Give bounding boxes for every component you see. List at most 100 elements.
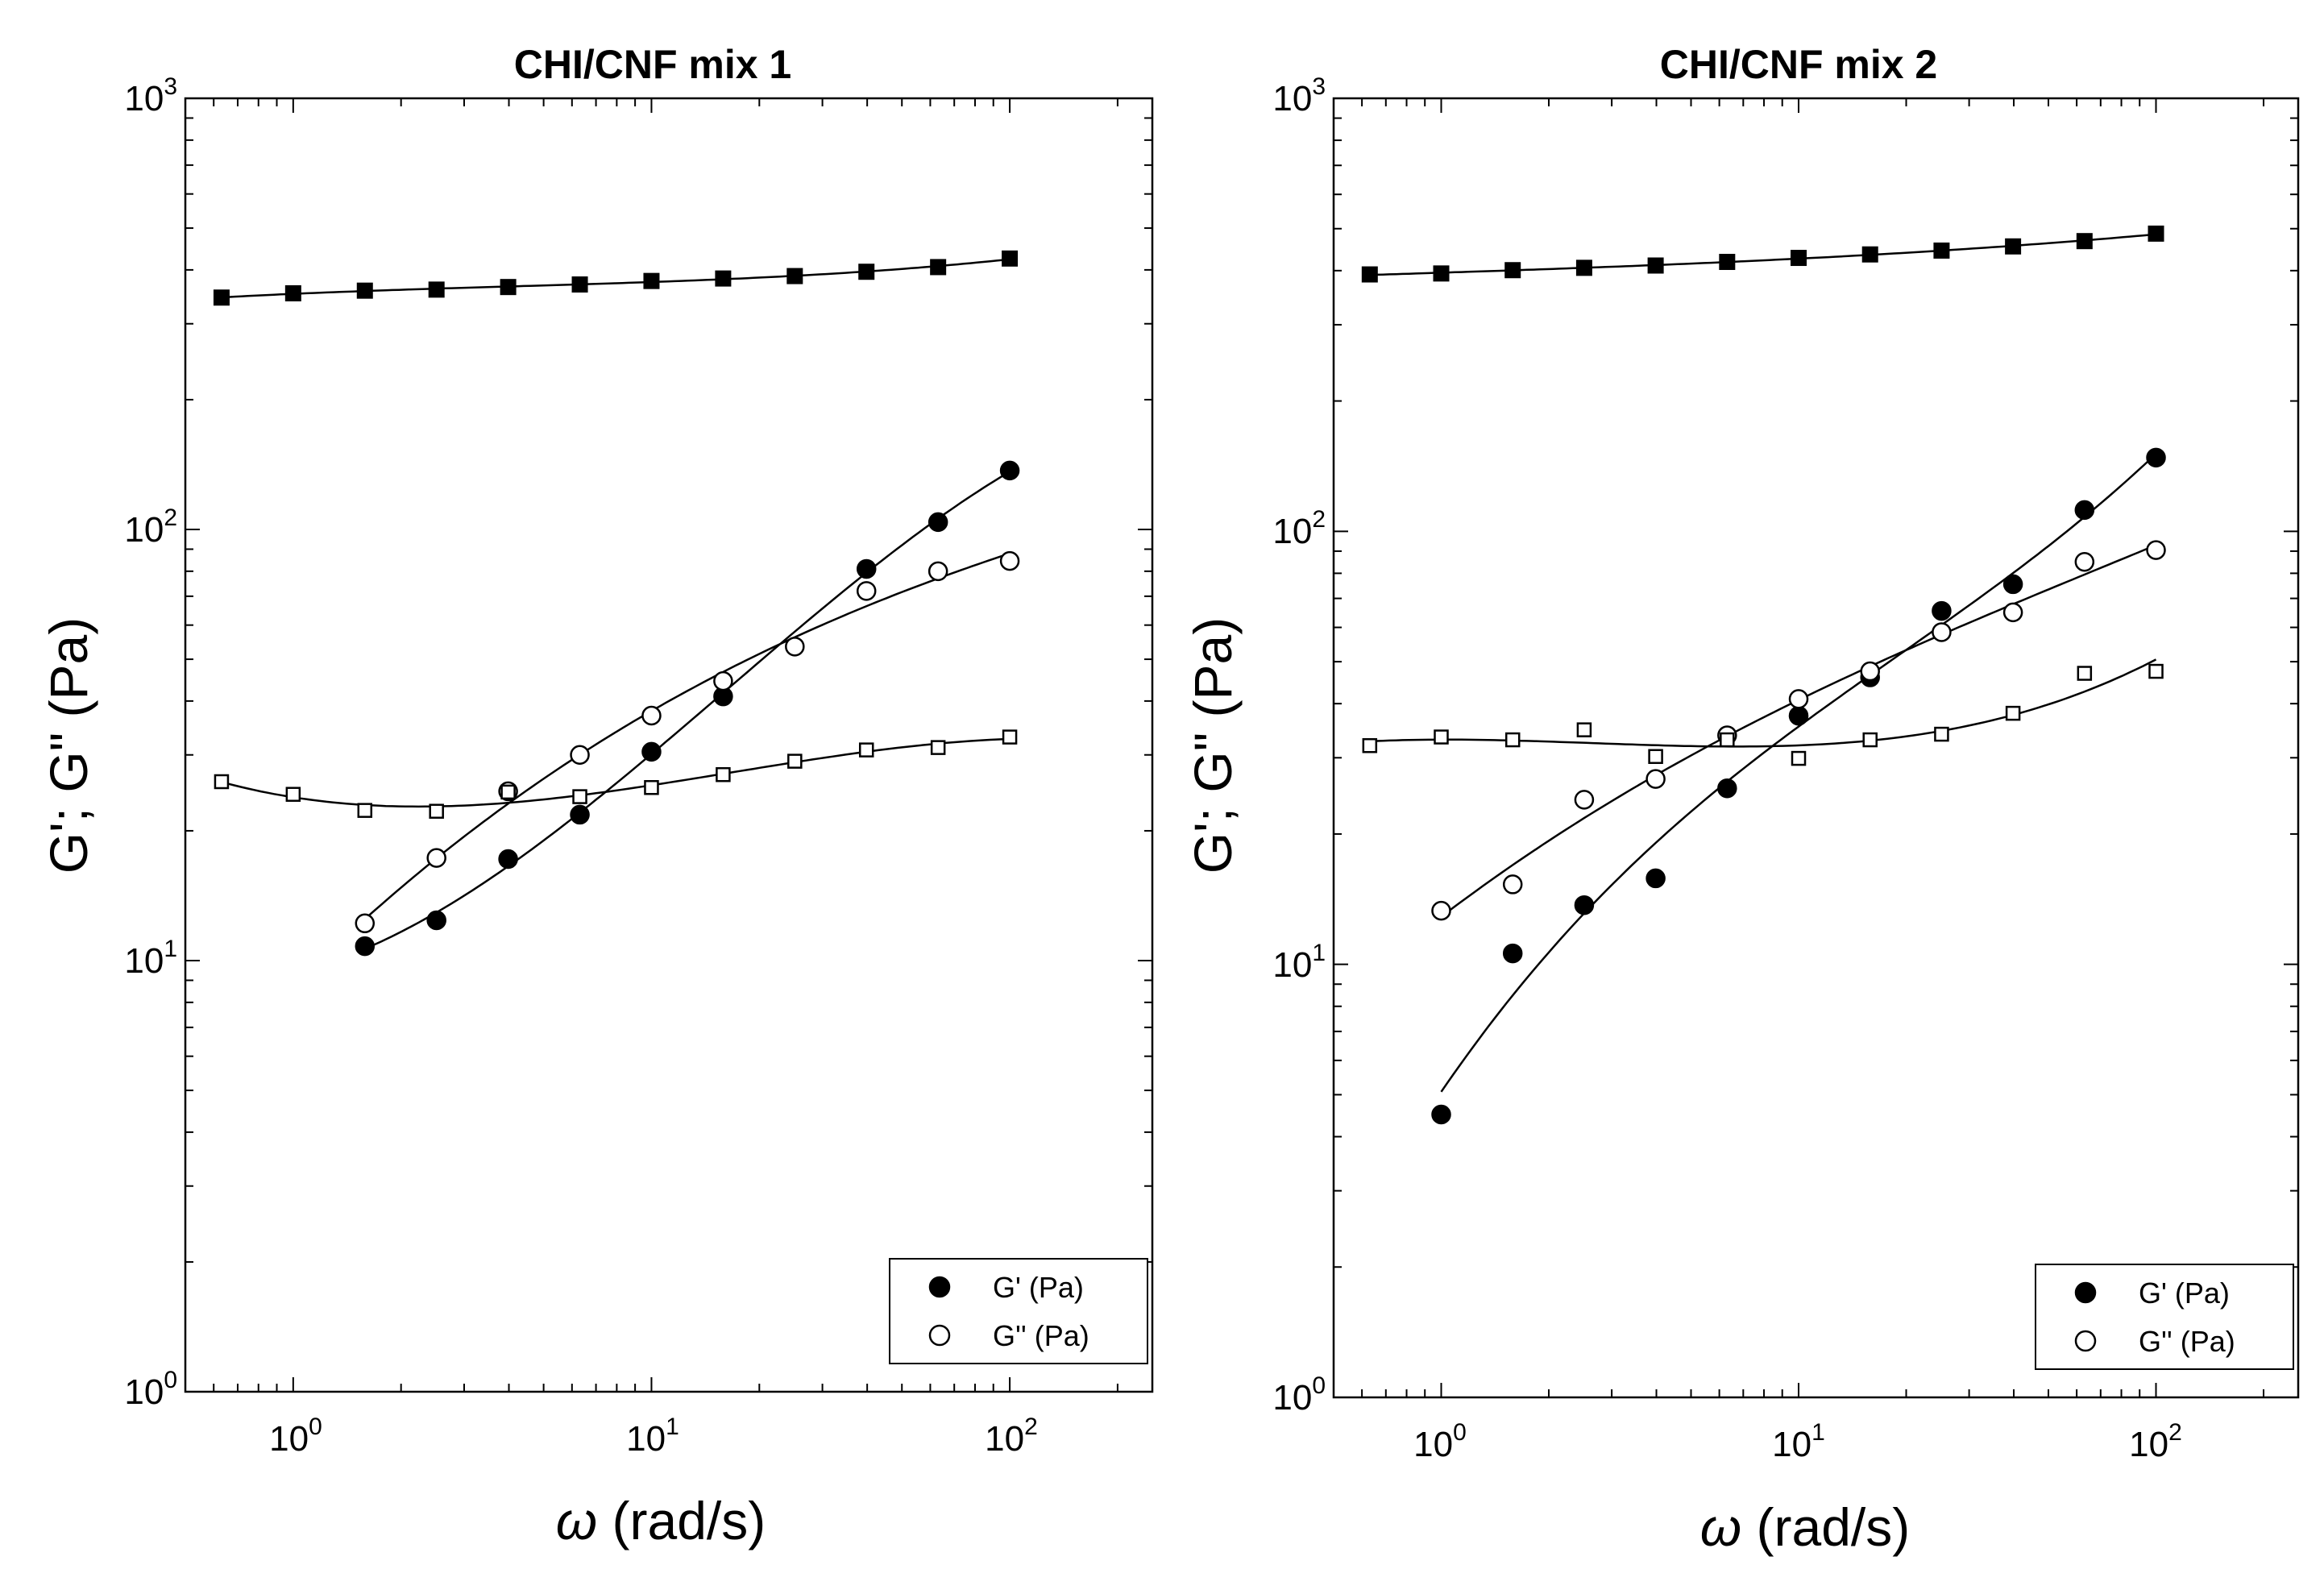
data-point-filled-square <box>2148 225 2164 242</box>
data-markers <box>213 250 1020 957</box>
data-point-open-square <box>1720 732 1735 748</box>
x-tick-labels: 100 101 102 <box>1413 1419 2182 1464</box>
x-tick-label: 100 <box>1413 1419 1467 1464</box>
y-tick-label: 101 <box>124 936 177 981</box>
chart-panel-mix-1: CHI/CNF mix 1 100 101 102 100 101 102 10… <box>39 42 1154 1550</box>
y-tick-labels: 100 101 102 103 <box>124 73 177 1412</box>
data-point-filled-square <box>213 289 230 306</box>
data-point-open-circle <box>928 561 948 582</box>
data-point-filled-square <box>1575 259 1592 276</box>
data-point-filled-circle <box>999 460 1020 481</box>
plot-frame <box>184 97 1154 1393</box>
data-point-filled-circle <box>570 804 590 825</box>
data-point-filled-square <box>1861 246 1878 263</box>
data-point-open-square <box>1791 750 1807 766</box>
legend: G' (Pa) G'' (Pa) <box>2035 1264 2294 1370</box>
legend-open-circle-marker <box>2074 1330 2097 1352</box>
data-point-filled-circle <box>1788 705 1809 726</box>
data-point-filled-square <box>428 281 445 298</box>
data-point-filled-circle <box>355 936 376 957</box>
data-point-open-circle <box>1502 874 1523 895</box>
data-point-open-circle <box>1574 790 1595 810</box>
x-axis-label: ω (rad/s) <box>1700 1497 1910 1557</box>
data-point-open-square <box>357 803 373 818</box>
data-point-filled-square <box>571 276 588 293</box>
data-point-open-square <box>285 787 301 802</box>
data-point-filled-square <box>1647 257 1664 274</box>
y-tick-label: 102 <box>124 504 177 550</box>
data-point-filled-circle <box>2074 500 2095 521</box>
data-point-open-square <box>1648 749 1663 764</box>
data-point-open-circle <box>1860 661 1880 682</box>
y-tick-label: 102 <box>1272 506 1326 551</box>
fit-curve-line <box>1440 453 2157 1093</box>
data-point-open-square <box>1862 732 1878 748</box>
x-tick-label: 101 <box>626 1413 679 1459</box>
data-point-open-circle <box>641 705 662 726</box>
y-tick-labels: 100 101 102 103 <box>1272 73 1326 1418</box>
data-point-filled-square <box>500 279 517 296</box>
data-point-open-circle <box>1645 769 1666 789</box>
legend: G' (Pa) G'' (Pa) <box>889 1258 1148 1364</box>
data-point-filled-square <box>1504 262 1521 279</box>
fit-curve-line <box>1369 658 2157 748</box>
legend-label: G' (Pa) <box>2139 1276 2230 1310</box>
data-markers <box>1361 225 2166 1125</box>
x-tick-labels: 100 101 102 <box>269 1413 1038 1459</box>
data-point-open-circle <box>2002 602 2023 623</box>
fit-curve-line <box>221 737 1011 808</box>
data-point-filled-circle <box>1431 1104 1451 1125</box>
y-tick-label: 100 <box>124 1367 177 1412</box>
data-point-open-square <box>1576 722 1592 737</box>
data-point-open-square <box>429 803 444 819</box>
data-point-filled-square <box>1933 242 1950 259</box>
data-point-open-square <box>2148 663 2164 679</box>
data-point-filled-circle <box>1574 895 1595 915</box>
data-point-filled-circle <box>498 849 518 870</box>
data-point-filled-circle <box>2146 447 2166 468</box>
data-point-filled-circle <box>641 741 662 762</box>
data-point-filled-square <box>284 284 301 301</box>
data-point-open-square <box>858 742 874 758</box>
fit-curves <box>221 258 1011 950</box>
fit-curve-line <box>363 552 1011 920</box>
data-point-filled-square <box>643 272 660 289</box>
x-tick-label: 101 <box>1772 1419 1825 1464</box>
data-point-filled-square <box>356 282 373 299</box>
legend-filled-circle-marker <box>2074 1281 2097 1304</box>
legend-box <box>2035 1264 2294 1370</box>
data-point-open-circle <box>570 745 590 765</box>
data-point-filled-square <box>715 270 732 287</box>
data-point-open-circle <box>856 581 877 601</box>
data-point-open-circle <box>2074 552 2095 572</box>
data-point-open-square <box>1434 729 1449 745</box>
y-axis-label: G'; G" (Pa) <box>1183 617 1243 874</box>
y-tick-label: 101 <box>1272 940 1326 985</box>
data-point-filled-circle <box>426 910 446 931</box>
y-tick-label: 100 <box>1272 1372 1326 1418</box>
data-point-filled-square <box>1791 250 1807 267</box>
chart-panel-mix-2: CHI/CNF mix 2 100 101 102 100 101 102 10… <box>1183 42 2300 1557</box>
data-point-filled-square <box>930 259 947 276</box>
data-point-filled-square <box>786 268 803 284</box>
data-point-filled-square <box>1361 266 1378 283</box>
data-point-filled-square <box>1002 250 1019 267</box>
legend-filled-circle-marker <box>928 1276 951 1298</box>
x-tick-label: 102 <box>985 1413 1038 1459</box>
fit-curve-line <box>364 471 1011 950</box>
data-point-open-circle <box>999 550 1020 571</box>
legend-label: G'' (Pa) <box>993 1319 1089 1352</box>
data-point-filled-square <box>2076 233 2093 250</box>
x-tick-label: 100 <box>269 1413 322 1459</box>
chart-title: CHI/CNF mix 1 <box>514 42 792 87</box>
data-point-open-square <box>787 753 803 769</box>
data-point-filled-circle <box>1932 600 1952 621</box>
data-point-open-circle <box>2146 540 2166 560</box>
data-point-filled-square <box>1719 253 1736 270</box>
data-point-filled-circle <box>2002 574 2023 595</box>
data-point-open-circle <box>785 637 805 657</box>
data-point-open-square <box>500 784 516 800</box>
data-point-open-circle <box>1431 900 1451 921</box>
